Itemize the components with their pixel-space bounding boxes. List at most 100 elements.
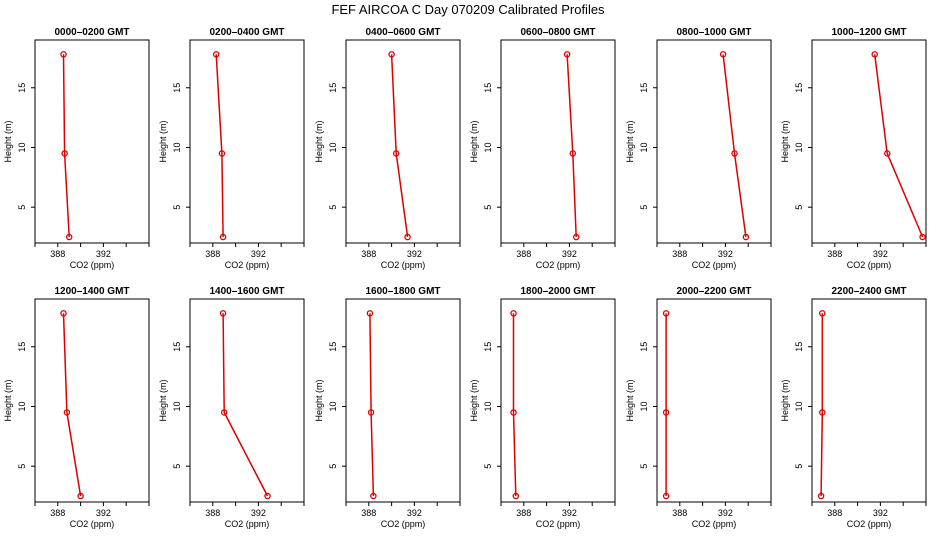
data-point	[883, 150, 891, 157]
y-tick-label: 15	[328, 83, 338, 93]
profile-line	[390, 54, 409, 238]
plot-frame	[656, 298, 772, 503]
data-point	[219, 310, 227, 317]
x-axis-label: CO2 (ppm)	[692, 260, 737, 270]
profile-line	[369, 313, 375, 497]
x-tick-label: 388	[827, 508, 842, 518]
profile-line	[62, 54, 70, 238]
x-tick-label: 388	[50, 249, 65, 259]
data-point	[388, 51, 395, 58]
data-point	[264, 492, 271, 500]
y-tick-label: 5	[483, 464, 493, 469]
data-point	[662, 492, 670, 500]
x-axis-label: CO2 (ppm)	[536, 260, 581, 270]
y-axis-label: Height (m)	[469, 379, 479, 421]
y-tick-label: 10	[17, 142, 27, 152]
panel-title: 1800–2000 GMT	[520, 286, 595, 297]
profile-line	[873, 54, 924, 238]
plot-frame	[189, 39, 305, 244]
y-axis-label: Height (m)	[780, 120, 790, 162]
x-tick-label: 392	[562, 508, 577, 518]
data-point	[510, 310, 517, 317]
x-tick-label: 388	[827, 249, 842, 259]
y-tick-label: 5	[794, 205, 804, 210]
y-tick-label: 15	[483, 342, 493, 352]
x-axis-label: CO2 (ppm)	[381, 519, 426, 529]
y-tick-label: 10	[483, 142, 493, 152]
y-tick-label: 5	[639, 205, 649, 210]
data-point	[572, 233, 580, 241]
data-point	[77, 492, 84, 500]
y-axis-label: Height (m)	[158, 120, 168, 162]
plot-frame	[656, 39, 772, 244]
panel-title: 1200–1400 GMT	[54, 286, 129, 297]
x-tick-label: 388	[672, 508, 687, 518]
y-tick-label: 5	[172, 205, 182, 210]
y-tick-label: 15	[483, 83, 493, 93]
y-tick-label: 10	[328, 142, 338, 152]
data-point	[220, 409, 228, 416]
profile-line	[722, 54, 747, 238]
panel-title: 0400–0600 GMT	[365, 27, 440, 38]
x-tick-label: 392	[96, 249, 111, 259]
data-point	[60, 310, 67, 317]
x-tick-label: 392	[873, 508, 888, 518]
plot-frame	[500, 39, 616, 244]
y-tick-label: 10	[483, 401, 493, 411]
plot-frame	[189, 298, 305, 503]
plot-frame	[345, 298, 461, 503]
y-axis-label: Height (m)	[625, 120, 635, 162]
plot-frame	[345, 39, 461, 244]
y-tick-label: 15	[639, 83, 649, 93]
data-point	[60, 51, 67, 58]
panel-title: 0600–0800 GMT	[520, 27, 595, 38]
plot-frame	[811, 39, 927, 244]
y-tick-label: 5	[172, 464, 182, 469]
data-point	[65, 233, 73, 241]
data-point	[919, 233, 926, 241]
data-point	[212, 51, 220, 58]
profile-line	[62, 313, 82, 497]
x-tick-label: 388	[205, 249, 220, 259]
y-tick-label: 10	[17, 401, 27, 411]
panel-title: 1000–1200 GMT	[831, 27, 906, 38]
data-point	[662, 310, 670, 317]
y-axis-label: Height (m)	[625, 379, 635, 421]
data-point	[731, 150, 738, 157]
x-tick-label: 392	[873, 249, 888, 259]
x-tick-label: 392	[251, 249, 266, 259]
data-point	[512, 492, 520, 500]
y-tick-label: 5	[17, 205, 27, 210]
plot-frame	[811, 298, 927, 503]
y-tick-label: 5	[639, 464, 649, 469]
data-point	[404, 233, 411, 241]
x-axis-label: CO2 (ppm)	[536, 519, 581, 529]
figure-title: FEF AIRCOA C Day 070209 Calibrated Profi…	[331, 2, 605, 17]
data-point	[563, 51, 571, 58]
x-axis-label: CO2 (ppm)	[70, 519, 115, 529]
x-tick-label: 392	[562, 249, 577, 259]
profile-line	[820, 313, 824, 497]
y-tick-label: 5	[794, 464, 804, 469]
profile-line	[512, 313, 517, 497]
x-tick-label: 392	[96, 508, 111, 518]
data-point	[219, 233, 227, 241]
panel-title: 1600–1800 GMT	[365, 286, 440, 297]
y-tick-label: 15	[328, 342, 338, 352]
data-point	[218, 150, 226, 157]
plot-frame	[34, 298, 150, 503]
x-tick-label: 388	[205, 508, 220, 518]
x-tick-label: 392	[407, 249, 422, 259]
x-axis-label: CO2 (ppm)	[70, 260, 115, 270]
x-axis-label: CO2 (ppm)	[381, 260, 426, 270]
y-axis-label: Height (m)	[3, 379, 13, 421]
x-tick-label: 388	[361, 508, 376, 518]
x-axis-label: CO2 (ppm)	[692, 519, 737, 529]
panel-title: 0800–1000 GMT	[676, 27, 751, 38]
